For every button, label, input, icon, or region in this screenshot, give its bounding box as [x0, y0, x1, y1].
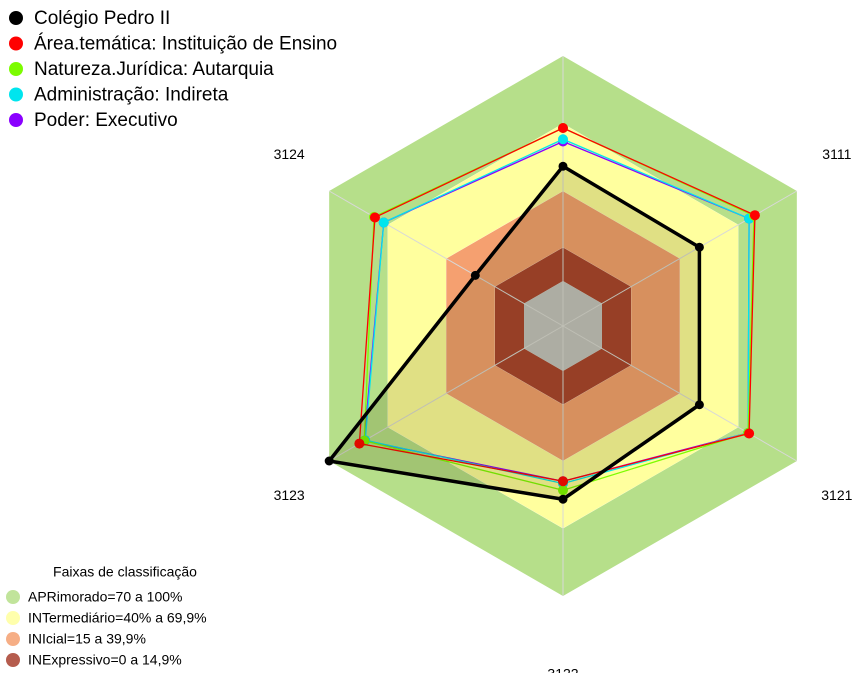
- band-legend-marker: [6, 611, 20, 625]
- band-legend-marker: [6, 632, 20, 646]
- legend-marker: [9, 87, 23, 102]
- series-point: [354, 438, 365, 449]
- bands-title: Faixas de classificação: [53, 564, 197, 580]
- series-point: [694, 400, 704, 410]
- axis-spoke: [328, 190, 564, 327]
- legend-label: Poder: Executivo: [34, 110, 178, 131]
- legend-marker: [9, 11, 23, 25]
- series-point: [369, 212, 380, 223]
- series-point: [558, 494, 568, 504]
- band: [446, 191, 680, 461]
- band-legend-marker: [6, 653, 20, 667]
- axis-spoke: [562, 325, 798, 462]
- legend-marker: [9, 62, 23, 76]
- series-point: [558, 161, 568, 171]
- axis-label: 3123: [274, 487, 305, 503]
- series-point: [558, 485, 568, 496]
- series-point: [378, 217, 389, 228]
- band-legend-label: INExpressivo=0 a 14,9%: [28, 652, 182, 668]
- series-point: [324, 456, 334, 466]
- legend-marker: [9, 113, 23, 127]
- band-legend-label: INTermediário=40% a 69,9%: [28, 610, 207, 626]
- series-point: [558, 134, 568, 145]
- band: [494, 247, 632, 405]
- legend-label: Natureza.Jurídica: Autarquia: [34, 59, 274, 80]
- band: [387, 123, 739, 529]
- series-point: [470, 270, 480, 280]
- band-legend-label: INIcial=15 a 39,9%: [28, 631, 146, 647]
- legend-label: Administração: Indireta: [34, 85, 229, 106]
- series-point: [744, 428, 755, 439]
- legend-marker: [9, 36, 23, 51]
- band-legend-marker: [6, 590, 20, 604]
- legend-label: Colégio Pedro II: [34, 8, 170, 29]
- series-point: [694, 242, 704, 252]
- legend-label: Área.temática: Instituição de Ensino: [34, 34, 337, 55]
- band-legend-label: APRimorado=70 a 100%: [28, 589, 183, 605]
- series-point: [558, 123, 568, 133]
- axis-label: 3122: [547, 666, 578, 673]
- series-point: [558, 476, 568, 487]
- axis-label: 3124: [274, 146, 305, 162]
- axis-label: 3121: [821, 487, 852, 503]
- axis-label: 3111: [822, 146, 851, 162]
- series-point: [749, 210, 760, 221]
